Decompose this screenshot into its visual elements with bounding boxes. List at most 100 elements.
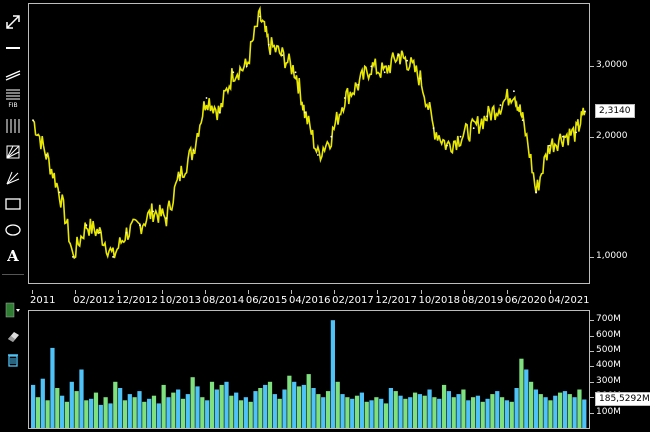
volume-bar <box>350 398 355 428</box>
volume-bar <box>393 391 398 428</box>
volume-bar <box>180 398 186 428</box>
price-tick-mark <box>590 256 594 258</box>
price-point <box>446 144 448 147</box>
volume-bar <box>417 394 423 428</box>
price-point <box>303 111 306 114</box>
volume-bar <box>577 389 582 428</box>
rectangle-icon[interactable] <box>3 194 23 214</box>
volume-bar <box>311 388 316 428</box>
parallel-channel-icon[interactable] <box>3 63 23 83</box>
volume-bar <box>161 384 166 428</box>
price-point <box>294 71 297 74</box>
volume-bar <box>562 391 568 428</box>
volume-bar <box>127 394 132 428</box>
volume-bar <box>35 397 41 428</box>
volume-bar <box>475 395 481 428</box>
price-point <box>499 104 502 106</box>
date-tick-mark <box>377 290 379 294</box>
price-tick-mark <box>590 136 594 138</box>
volume-bar <box>383 403 389 428</box>
price-point <box>535 191 537 194</box>
volume-bar <box>219 384 224 428</box>
volume-bar <box>514 388 519 428</box>
volume-bar <box>330 320 335 428</box>
arrow-line-icon[interactable] <box>3 12 23 32</box>
volume-bar <box>248 401 253 428</box>
volume-bar-plot <box>31 320 587 428</box>
price-point <box>548 144 551 147</box>
date-tick-label: 12/2012 <box>116 295 158 306</box>
volume-bar <box>519 358 524 428</box>
date-tick-label: 02/2012 <box>73 295 115 306</box>
date-tick-label: 12/2017 <box>375 295 417 306</box>
trash-icon[interactable] <box>3 350 23 370</box>
volume-bar <box>345 397 350 428</box>
date-tick-mark <box>161 290 163 294</box>
price-tick-label: 3,0000 <box>596 60 628 71</box>
price-point <box>432 127 435 130</box>
volume-tick-mark <box>590 412 594 414</box>
price-point <box>343 97 346 99</box>
volume-tick-mark <box>590 351 594 353</box>
price-point <box>317 154 319 156</box>
volume-bar <box>582 399 587 428</box>
price-point <box>383 71 386 74</box>
price-point <box>472 127 475 130</box>
gann-fan-icon[interactable] <box>3 142 23 162</box>
color-picker-icon[interactable] <box>3 300 23 320</box>
price-point <box>205 97 208 99</box>
fib-label: FIB <box>8 102 17 109</box>
volume-bar <box>50 347 55 428</box>
volume-bar <box>89 398 94 428</box>
price-axis: 1,0000 2,0000 3,0000 <box>590 0 650 290</box>
volume-bar <box>548 400 553 428</box>
volume-chart-panel[interactable] <box>28 310 590 429</box>
text-tool-icon[interactable]: A <box>7 247 19 265</box>
date-tick-mark <box>32 290 33 294</box>
price-point <box>521 119 524 122</box>
volume-bar <box>60 395 65 428</box>
date-tick-mark <box>291 290 292 294</box>
ellipse-icon[interactable] <box>3 220 23 240</box>
volume-bar <box>335 381 340 428</box>
eraser-icon[interactable] <box>3 326 23 346</box>
pitchfork-icon[interactable] <box>3 168 23 188</box>
volume-bar <box>229 395 234 428</box>
volume-tick-mark <box>590 381 594 383</box>
fibonacci-icon[interactable]: FIB <box>3 86 23 110</box>
date-tick-mark <box>204 290 206 294</box>
volume-tick-mark <box>590 397 594 399</box>
volume-bar <box>495 391 500 428</box>
date-tick-label: 04/2016 <box>289 295 331 306</box>
volume-bar <box>466 400 471 428</box>
vertical-lines-icon[interactable] <box>3 116 23 136</box>
date-tick-label: 02/2017 <box>332 295 374 306</box>
volume-bar <box>113 381 118 428</box>
volume-bar <box>171 392 176 428</box>
price-chart-panel[interactable] <box>28 3 590 284</box>
date-tick-label: 2011 <box>30 295 56 306</box>
date-tick-mark <box>118 290 120 294</box>
price-point <box>45 154 48 156</box>
drawing-toolbar: FIB A <box>0 0 26 432</box>
volume-bar <box>456 394 461 428</box>
volume-bar <box>538 394 543 428</box>
volume-bar <box>79 369 84 428</box>
volume-bar <box>524 369 529 428</box>
volume-bar <box>499 397 505 428</box>
volume-bar <box>147 398 152 428</box>
volume-bar <box>277 398 282 428</box>
price-point <box>139 224 141 227</box>
price-point <box>406 59 408 62</box>
volume-tick-mark <box>590 320 594 322</box>
date-tick-label: 04/2021 <box>548 295 590 306</box>
volume-bar <box>200 397 205 428</box>
volume-bar <box>364 401 369 428</box>
volume-bar <box>504 400 510 428</box>
volume-bar <box>151 395 157 428</box>
horizontal-line-icon[interactable] <box>3 38 23 58</box>
volume-bar <box>316 394 321 428</box>
volume-bar <box>55 388 60 428</box>
volume-bar <box>446 391 452 428</box>
volume-bar <box>122 400 128 428</box>
